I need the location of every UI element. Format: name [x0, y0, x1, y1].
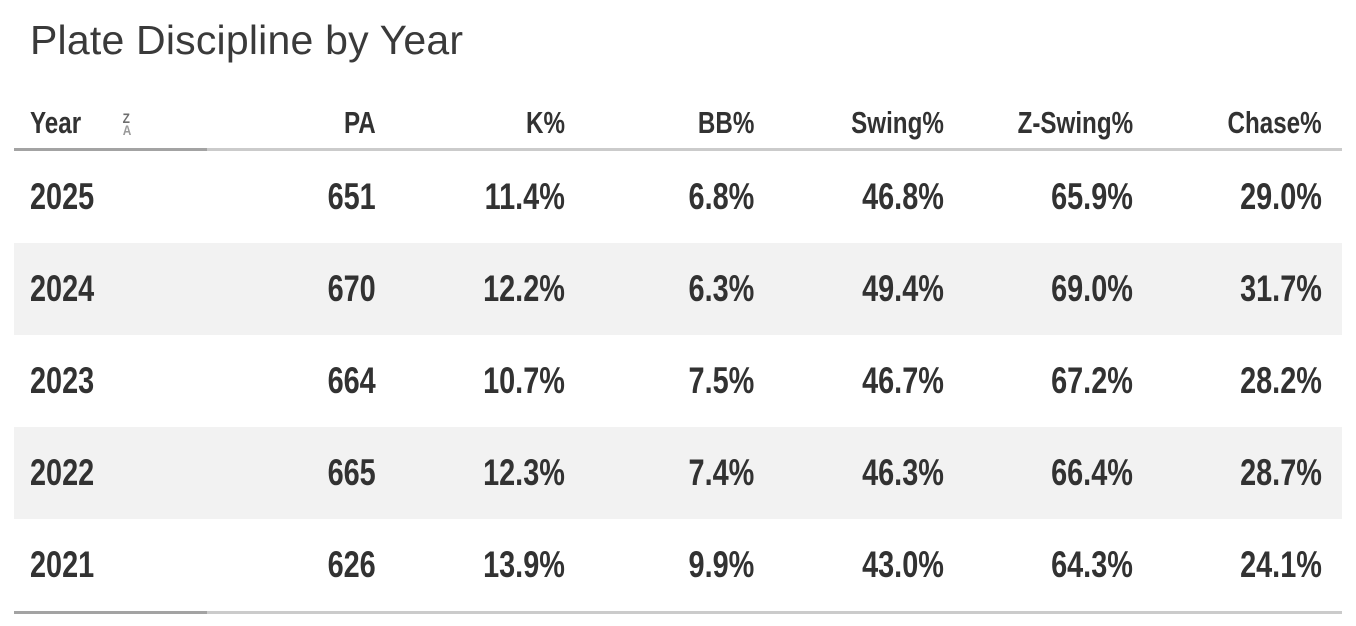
cell-pa: 665 [328, 452, 377, 493]
column-header-bb-pct-label: BB% [698, 105, 755, 140]
cell-z-swing-pct: 64.3% [963, 519, 1153, 614]
column-header-pa[interactable]: PA [207, 65, 397, 151]
cell-pa: 664 [328, 360, 377, 401]
table-row-2024: 2024 670 12.2% 6.3% 49.4% 69.0% 31.7% [14, 243, 1342, 335]
column-header-z-swing-pct-label: Z-Swing% [1017, 105, 1133, 140]
sort-descending-icon[interactable]: Z A [122, 110, 132, 138]
column-header-chase-pct-label: Chase% [1227, 105, 1322, 140]
cell-chase-pct: 28.2% [1240, 360, 1322, 401]
column-header-chase-pct[interactable]: Chase% [1152, 65, 1342, 151]
cell-swing-pct: 46.8% [861, 176, 944, 217]
table-header-row: Year Z A PA K% BB% Swing% Z-Swing% Chase… [14, 65, 1342, 151]
cell-swing-pct: 46.7% [861, 360, 944, 401]
column-header-z-swing-pct[interactable]: Z-Swing% [963, 65, 1153, 151]
page-title: Plate Discipline by Year [30, 17, 464, 63]
column-header-swing-pct-label: Swing% [850, 105, 944, 140]
sort-icon-letter-bottom: A [122, 122, 131, 138]
cell-k-pct: 10.7% [483, 360, 566, 401]
column-header-year[interactable]: Year Z A [14, 65, 207, 151]
table-row-2025: 2025 651 11.4% 6.8% 46.8% 65.9% 29.0% [14, 151, 1342, 243]
cell-bb-pct: 7.4% [688, 452, 755, 493]
cell-swing-pct: 46.3% [861, 452, 944, 493]
table-row-2021: 2021 626 13.9% 9.9% 43.0% 64.3% 24.1% [14, 519, 1342, 614]
cell-year: 2025 [30, 176, 95, 217]
column-header-year-label: Year [30, 105, 82, 140]
cell-chase-pct: 31.7% [1240, 268, 1322, 309]
table-body: 2025 651 11.4% 6.8% 46.8% 65.9% 29.0% 20… [14, 151, 1342, 614]
cell-k-pct: 13.9% [396, 519, 586, 614]
plate-discipline-table: Year Z A PA K% BB% Swing% Z-Swing% Chase… [14, 65, 1342, 614]
column-header-k-pct[interactable]: K% [396, 65, 586, 151]
column-header-bb-pct[interactable]: BB% [585, 65, 775, 151]
cell-year: 2024 [30, 268, 95, 309]
cell-pa: 626 [207, 519, 397, 614]
cell-chase-pct: 29.0% [1240, 176, 1322, 217]
cell-chase-pct: 24.1% [1152, 519, 1342, 614]
cell-bb-pct: 6.8% [688, 176, 755, 217]
cell-z-swing-pct: 65.9% [1050, 176, 1133, 217]
cell-pa: 651 [328, 176, 377, 217]
cell-z-swing-pct: 67.2% [1050, 360, 1133, 401]
cell-bb-pct: 7.5% [688, 360, 755, 401]
cell-k-pct: 11.4% [485, 176, 566, 217]
cell-pa: 670 [328, 268, 377, 309]
cell-swing-pct: 49.4% [861, 268, 944, 309]
cell-year: 2023 [30, 360, 95, 401]
cell-z-swing-pct: 69.0% [1050, 268, 1133, 309]
cell-year: 2021 [14, 519, 207, 614]
table-row-2023: 2023 664 10.7% 7.5% 46.7% 67.2% 28.2% [14, 335, 1342, 427]
column-header-swing-pct[interactable]: Swing% [774, 65, 964, 151]
table-row-2022: 2022 665 12.3% 7.4% 46.3% 66.4% 28.7% [14, 427, 1342, 519]
cell-k-pct: 12.3% [483, 452, 566, 493]
sort-icon-letter-top: Z [122, 110, 131, 126]
column-header-pa-label: PA [344, 105, 377, 140]
cell-chase-pct: 28.7% [1240, 452, 1322, 493]
cell-k-pct: 12.2% [483, 268, 566, 309]
cell-swing-pct: 43.0% [774, 519, 964, 614]
cell-z-swing-pct: 66.4% [1050, 452, 1133, 493]
cell-bb-pct: 6.3% [688, 268, 755, 309]
cell-bb-pct: 9.9% [585, 519, 775, 614]
cell-year: 2022 [30, 452, 95, 493]
column-header-k-pct-label: K% [526, 105, 566, 140]
